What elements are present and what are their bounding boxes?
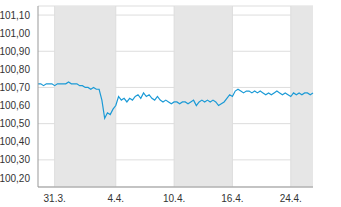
- svg-text:101,00: 101,00: [8, 28, 30, 39]
- svg-text:100,70: 100,70: [8, 82, 30, 93]
- svg-text:4.4.: 4.4.: [107, 193, 124, 204]
- svg-text:10.4.: 10.4.: [163, 193, 185, 204]
- svg-text:100,90: 100,90: [8, 46, 30, 57]
- svg-text:100,40: 100,40: [8, 136, 30, 147]
- svg-text:24.4.: 24.4.: [280, 193, 302, 204]
- svg-text:100,30: 100,30: [8, 154, 30, 165]
- svg-text:100,60: 100,60: [8, 100, 30, 111]
- svg-text:16.4.: 16.4.: [221, 193, 243, 204]
- svg-text:101,10: 101,10: [8, 10, 30, 21]
- svg-text:31.3.: 31.3.: [44, 193, 66, 204]
- svg-text:100,50: 100,50: [8, 118, 30, 129]
- svg-text:100,80: 100,80: [8, 64, 30, 75]
- svg-text:100,20: 100,20: [8, 173, 30, 184]
